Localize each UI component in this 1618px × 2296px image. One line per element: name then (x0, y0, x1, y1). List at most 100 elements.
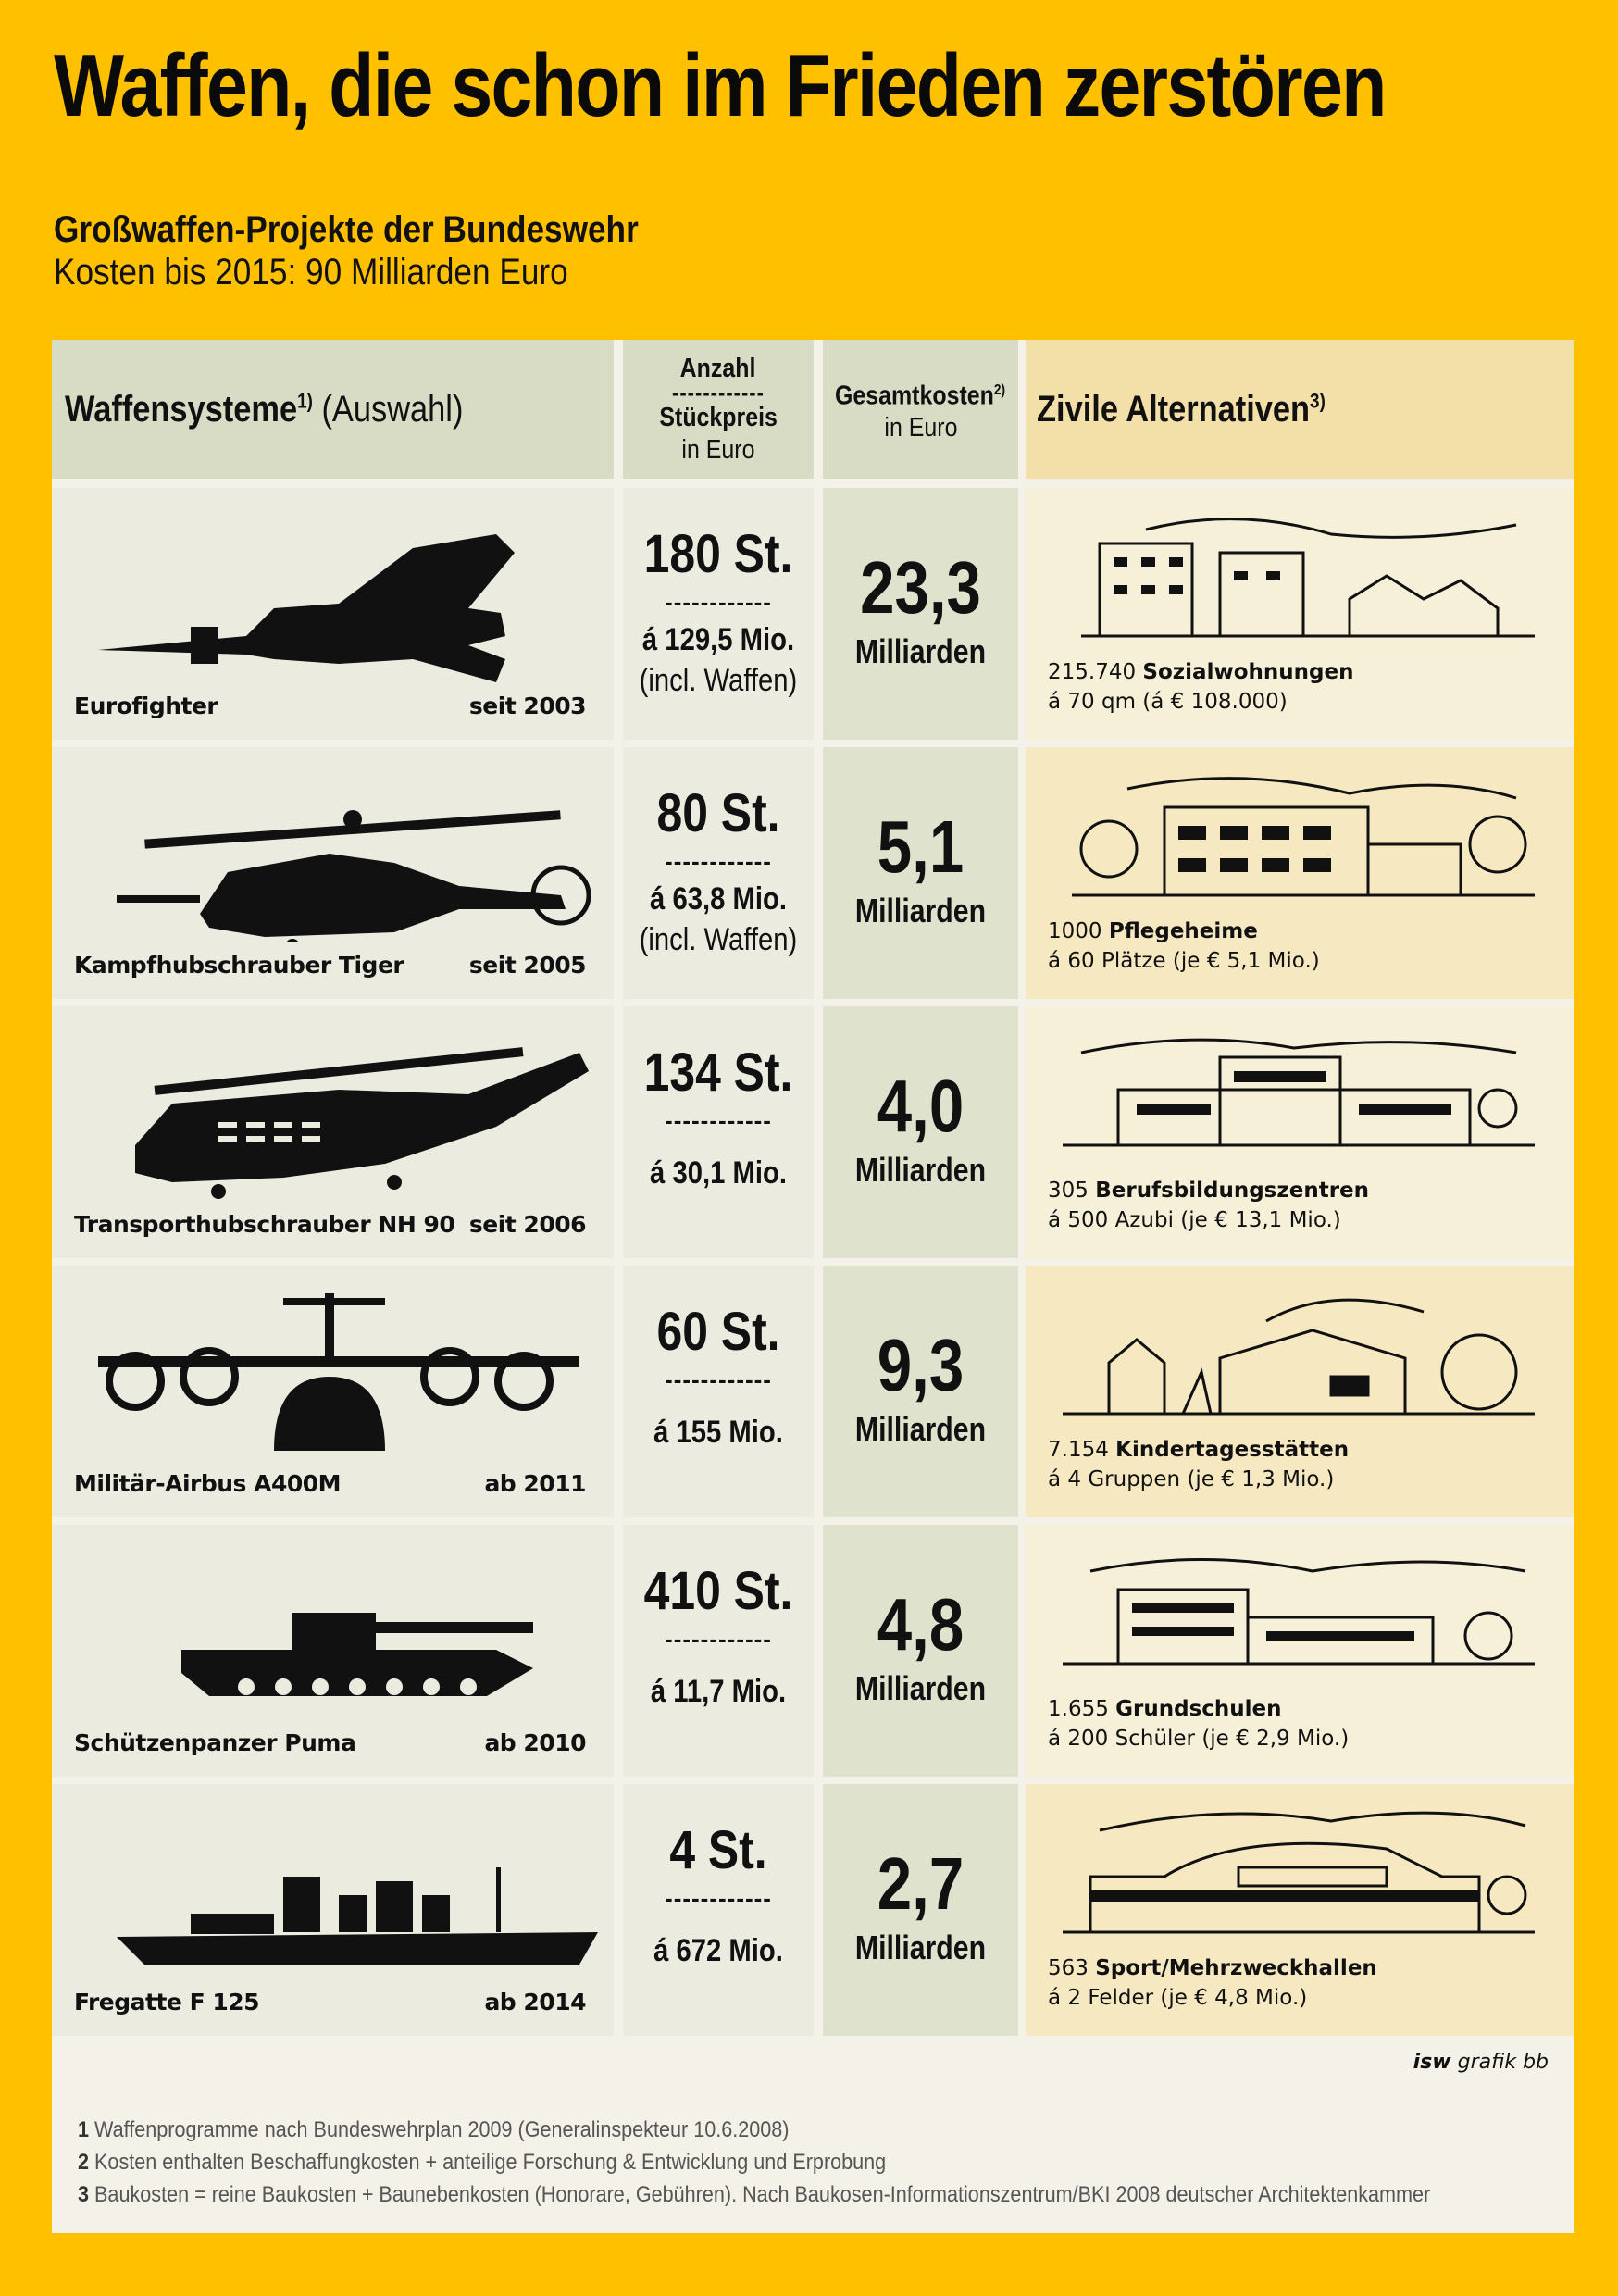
alternative-title: 1000 Pflegeheime (1048, 919, 1258, 943)
weapon-name: Fregatte F 125 (74, 1989, 260, 2015)
header-quantity-line3: in Euro (681, 434, 755, 465)
transport-helicopter-icon (61, 1016, 607, 1201)
alternative-count: 305 (1048, 1179, 1096, 1203)
weapon-name: Transporthubschrauber NH 90 (74, 1211, 455, 1238)
alternative-name: Sozialwohnungen (1142, 660, 1354, 684)
table-row: Kampfhubschrauber Tiger seit 2005 80 St. --… (52, 747, 1574, 999)
table-row: Militär-Airbus A400M ab 2011 60 St. -------… (52, 1266, 1574, 1517)
footnote-1: 1 Waffenprogramme nach Bundeswehrplan 20… (78, 2117, 789, 2143)
header-total-line1: Gesamtkosten (835, 381, 995, 411)
alternative-title: 305 Berufsbildungszentren (1048, 1179, 1369, 1203)
apartment-buildings-icon (1053, 506, 1544, 664)
school-icon (1053, 1543, 1544, 1701)
price-note: (incl. Waffen) (639, 922, 798, 957)
footnote-1-number: 1 (78, 2117, 90, 2142)
alternative-cell: 1.655 Grundschulen á 200 Schüler (je € 2,… (1026, 1525, 1574, 1777)
subtitle-cost: Kosten bis 2015: 90 Milliarden Euro (54, 252, 568, 293)
quantity-divider: ------------ (665, 1625, 772, 1653)
weapon-name: Eurofighter (74, 693, 218, 719)
alternative-count: 1000 (1048, 919, 1109, 943)
unit-price: á 129,5 Mio. (641, 622, 795, 657)
quantity-cell: 80 St. ------------ á 63,8 Mio. (incl. Waff… (623, 747, 814, 999)
alternative-name: Grundschulen (1115, 1697, 1282, 1721)
page-title: Waffen, die schon im Frieden zerstören (54, 36, 1387, 135)
footnote-2: 2 Kosten enthalten Beschaffungkosten + a… (78, 2150, 886, 2176)
quantity: 4 St. (669, 1820, 767, 1880)
alternative-name: Kindertagesstätten (1115, 1438, 1350, 1462)
alternative-detail: á 500 Azubi (je € 13,1 Mio.) (1048, 1208, 1341, 1232)
quantity-cell: 410 St. ------------ á 11,7 Mio. (623, 1525, 814, 1777)
credit-rest: grafik bb (1450, 2051, 1549, 2074)
weapon-cell: Eurofighter seit 2003 (52, 488, 614, 740)
total-cost-unit: Milliarden (854, 632, 987, 670)
weapon-cell: Militär-Airbus A400M ab 2011 (52, 1266, 614, 1517)
total-cost-cell: 9,3 Milliarden (823, 1266, 1018, 1517)
alternative-detail: á 2 Felder (je € 4,8 Mio.) (1048, 1986, 1308, 2010)
table-row: Transporthubschrauber NH 90 seit 2006 134 … (52, 1006, 1574, 1258)
care-home-icon (1053, 766, 1544, 923)
alternative-count: 7.154 (1048, 1438, 1116, 1462)
weapon-since: seit 2005 (468, 952, 587, 979)
price-note: (incl. Waffen) (639, 663, 798, 698)
total-cost-cell: 2,7 Milliarden (823, 1784, 1018, 2036)
weapon-name: Kampfhubschrauber Tiger (74, 952, 404, 979)
training-center-icon (1053, 1025, 1544, 1182)
weapon-cell: Kampfhubschrauber Tiger seit 2005 (52, 747, 614, 999)
footnote-2-text: Kosten enthalten Beschaffungkosten + ant… (89, 2150, 887, 2175)
header-weapons-suffix: (Auswahl) (312, 388, 464, 430)
sports-hall-icon (1053, 1803, 1544, 1960)
quantity-divider: ------------ (665, 847, 772, 875)
quantity: 180 St. (643, 524, 793, 584)
alternative-detail: á 200 Schüler (je € 2,9 Mio.) (1048, 1727, 1350, 1751)
alternative-detail: á 4 Gruppen (je € 1,3 Mio.) (1048, 1467, 1335, 1491)
header-alternatives: Zivile Alternativen3) (1026, 340, 1574, 479)
alternative-count: 215.740 (1048, 660, 1143, 684)
footnote-ref-3: 3) (1310, 389, 1326, 413)
unit-price: á 672 Mio. (653, 1933, 783, 1968)
fighter-jet-icon (61, 497, 607, 682)
alternative-cell: 7.154 Kindertagesstätten á 4 Gruppen (je … (1026, 1266, 1574, 1517)
alternative-count: 563 (1048, 1956, 1096, 1980)
header-total: Gesamtkosten2) in Euro (823, 340, 1018, 479)
header-quantity: Anzahl ------------ Stückpreis in Euro (623, 340, 814, 479)
footnote-3: 3 Baukosten = reine Baukosten + Bauneben… (78, 2182, 1430, 2208)
total-cost-cell: 5,1 Milliarden (823, 747, 1018, 999)
weapon-cell: Transporthubschrauber NH 90 seit 2006 (52, 1006, 614, 1258)
quantity: 410 St. (643, 1561, 793, 1621)
alternative-detail: á 60 Plätze (je € 5,1 Mio.) (1048, 949, 1320, 973)
alternative-count: 1.655 (1048, 1697, 1116, 1721)
total-cost-unit: Milliarden (854, 892, 987, 930)
alternative-title: 1.655 Grundschulen (1048, 1697, 1282, 1721)
total-cost-cell: 4,0 Milliarden (823, 1006, 1018, 1258)
quantity-divider: ------------ (665, 1366, 772, 1393)
tank-icon (61, 1534, 607, 1719)
total-cost: 2,7 (877, 1842, 965, 1925)
footnote-ref-2: 2) (994, 381, 1006, 398)
total-cost-unit: Milliarden (854, 1410, 987, 1448)
unit-price: á 63,8 Mio. (650, 881, 787, 917)
quantity-divider: ------------ (665, 1884, 772, 1912)
header-weapons-label: Waffensysteme (65, 388, 298, 430)
footnote-3-number: 3 (78, 2182, 90, 2207)
alternative-name: Sport/Mehrzweckhallen (1095, 1956, 1377, 1980)
header-quantity-dash: ------------ (672, 381, 765, 405)
total-cost-unit: Milliarden (854, 1669, 987, 1707)
alternative-cell: 305 Berufsbildungszentren á 500 Azubi (je… (1026, 1006, 1574, 1258)
alternative-title: 7.154 Kindertagesstätten (1048, 1438, 1349, 1462)
quantity: 60 St. (656, 1302, 780, 1362)
weapon-since: seit 2003 (468, 693, 587, 719)
weapon-cell: Fregatte F 125 ab 2014 (52, 1784, 614, 2036)
weapon-since: seit 2006 (468, 1211, 587, 1238)
quantity: 134 St. (643, 1042, 793, 1103)
alternative-title: 563 Sport/Mehrzweckhallen (1048, 1956, 1377, 1980)
quantity-cell: 134 St. ------------ á 30,1 Mio. (623, 1006, 814, 1258)
total-cost-unit: Milliarden (854, 1151, 987, 1189)
total-cost: 23,3 (860, 546, 981, 629)
quantity-divider: ------------ (665, 588, 772, 616)
attack-helicopter-icon (61, 756, 607, 958)
weapon-name: Militär-Airbus A400M (74, 1470, 342, 1497)
footnote-ref-1: 1) (297, 389, 313, 413)
header-total-line2: in Euro (883, 413, 958, 443)
unit-price: á 11,7 Mio. (650, 1674, 787, 1709)
table-row: Fregatte F 125 ab 2014 4 St. ------------ á … (52, 1784, 1574, 2036)
